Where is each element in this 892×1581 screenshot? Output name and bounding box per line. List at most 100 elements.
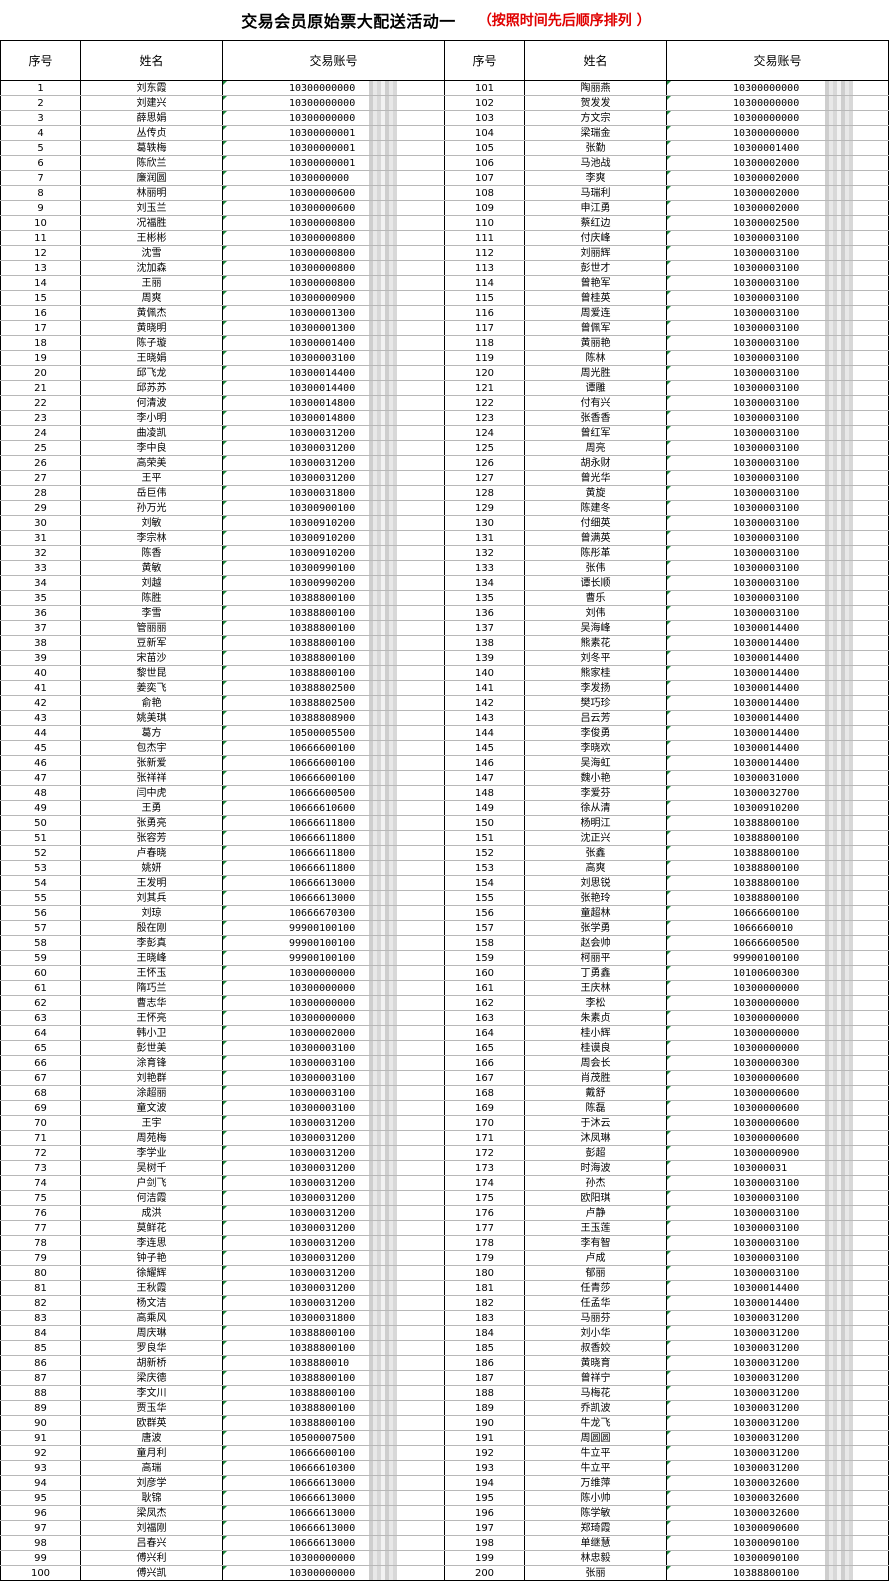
name-right-cell: 申江勇 [524, 200, 667, 216]
account-left-cell: 10300031800 [222, 1310, 445, 1326]
name-right-cell: 乔凯波 [524, 1400, 667, 1416]
account-left-cell: 10300031200 [222, 1130, 445, 1146]
account-left-cell: 10300003100 [222, 1055, 445, 1071]
account-right-cell: 10300014400 [666, 635, 889, 651]
title-bar: 交易会员原始票大配送活动一 （按照时间先后顺序排列 ） [0, 0, 892, 40]
seq-left-cell: 9 [0, 200, 81, 216]
name-left-cell: 管丽丽 [80, 620, 223, 636]
name-right-cell: 桂小辉 [524, 1025, 667, 1041]
name-left-cell: 周苑梅 [80, 1130, 223, 1146]
account-left-cell: 10300910200 [222, 515, 445, 531]
name-right-cell: 樊巧珍 [524, 695, 667, 711]
name-left-cell: 刘其兵 [80, 890, 223, 906]
seq-right-cell: 111 [444, 230, 525, 246]
name-right-cell: 梁瑞金 [524, 125, 667, 141]
name-left-cell: 包杰宇 [80, 740, 223, 756]
account-left-cell: 10388800100 [222, 1400, 445, 1416]
seq-right-cell: 154 [444, 875, 525, 891]
account-right-cell: 10300003100 [666, 560, 889, 576]
name-right-cell: 张丽 [524, 1565, 667, 1581]
seq-right-cell: 142 [444, 695, 525, 711]
name-right-cell: 桂谟良 [524, 1040, 667, 1056]
seq-right-cell: 125 [444, 440, 525, 456]
table-row: 66 涂育锋 10300003100 166 周会长 10300000300 [0, 1055, 889, 1071]
seq-left-cell: 57 [0, 920, 81, 936]
account-left-cell: 10300031800 [222, 485, 445, 501]
account-left-cell: 10388800100 [222, 1415, 445, 1431]
table-row: 83 高乘风 10300031800 183 马丽芬 10300031200 [0, 1310, 889, 1326]
name-right-cell: 曾艳军 [524, 275, 667, 291]
account-left-cell: 10300031200 [222, 1295, 445, 1311]
table-row: 30 刘敏 10300910200 130 付细英 10300003100 [0, 515, 889, 531]
seq-right-cell: 165 [444, 1040, 525, 1056]
account-left-cell: 10300000000 [222, 110, 445, 126]
table-row: 46 张新爱 10666600100 146 吴海虹 10300014400 [0, 755, 889, 771]
seq-left-cell: 1 [0, 80, 81, 96]
table-row: 5 葛轶梅 10300000001 105 张勤 10300001400 [0, 140, 889, 156]
account-right-cell: 10300003100 [666, 335, 889, 351]
name-right-cell: 郁丽 [524, 1265, 667, 1281]
table-row: 13 沈加森 10300000800 113 彭世才 10300003100 [0, 260, 889, 276]
account-right-cell: 10300014400 [666, 755, 889, 771]
name-left-cell: 韩小卫 [80, 1025, 223, 1041]
seq-right-cell: 149 [444, 800, 525, 816]
account-right-cell: 10300000000 [666, 1025, 889, 1041]
account-left-cell: 10500005500 [222, 725, 445, 741]
name-right-cell: 刘丽辉 [524, 245, 667, 261]
name-right-cell: 熊家桂 [524, 665, 667, 681]
name-right-cell: 谭长顺 [524, 575, 667, 591]
name-right-cell: 曹乐 [524, 590, 667, 606]
seq-left-cell: 89 [0, 1400, 81, 1416]
name-right-cell: 胡永财 [524, 455, 667, 471]
account-left-cell: 10300000001 [222, 140, 445, 156]
seq-right-cell: 156 [444, 905, 525, 921]
account-right-cell: 10300003100 [666, 230, 889, 246]
seq-left-cell: 18 [0, 335, 81, 351]
account-right-cell: 10300000600 [666, 1130, 889, 1146]
account-right-cell: 10300014400 [666, 680, 889, 696]
seq-left-cell: 34 [0, 575, 81, 591]
name-left-cell: 王丽 [80, 275, 223, 291]
name-left-cell: 高瑞 [80, 1460, 223, 1476]
table-row: 47 张祥祥 10666600100 147 魏小艳 10300031000 [0, 770, 889, 786]
account-left-cell: 10300990200 [222, 575, 445, 591]
name-left-cell: 傅兴凯 [80, 1565, 223, 1581]
name-left-cell: 林丽明 [80, 185, 223, 201]
header-seq-left: 序号 [0, 40, 81, 81]
account-left-cell: 10300000000 [222, 995, 445, 1011]
name-right-cell: 任青莎 [524, 1280, 667, 1296]
name-left-cell: 钟子艳 [80, 1250, 223, 1266]
table-row: 8 林丽明 10300000600 108 马瑞利 10300002000 [0, 185, 889, 201]
table-row: 74 户剑飞 10300031200 174 孙杰 10300003100 [0, 1175, 889, 1191]
name-left-cell: 邱苏苏 [80, 380, 223, 396]
seq-left-cell: 8 [0, 185, 81, 201]
name-left-cell: 王宇 [80, 1115, 223, 1131]
account-left-cell: 10388800100 [222, 605, 445, 621]
seq-right-cell: 105 [444, 140, 525, 156]
seq-left-cell: 90 [0, 1415, 81, 1431]
name-right-cell: 柯丽平 [524, 950, 667, 966]
seq-left-cell: 22 [0, 395, 81, 411]
table-row: 4 丛传贞 10300000001 104 梁瑞金 10300000000 [0, 125, 889, 141]
name-right-cell: 彭世才 [524, 260, 667, 276]
table-row: 60 王怀玉 10300000000 160 丁勇鑫 10100600300 [0, 965, 889, 981]
seq-right-cell: 179 [444, 1250, 525, 1266]
seq-left-cell: 97 [0, 1520, 81, 1536]
account-left-cell: 10300014800 [222, 395, 445, 411]
table-row: 75 何洁霞 10300031200 175 欧阳琪 10300003100 [0, 1190, 889, 1206]
table-row: 91 唐波 10500007500 191 周圆圆 10300031200 [0, 1430, 889, 1446]
table-row: 98 吕春兴 10666613000 198 单继慧 10300090100 [0, 1535, 889, 1551]
name-left-cell: 刘玉兰 [80, 200, 223, 216]
account-right-cell: 10100600300 [666, 965, 889, 981]
account-left-cell: 10666600100 [222, 740, 445, 756]
seq-left-cell: 52 [0, 845, 81, 861]
seq-left-cell: 73 [0, 1160, 81, 1176]
account-left-cell: 10500007500 [222, 1430, 445, 1446]
name-left-cell: 刘建兴 [80, 95, 223, 111]
name-right-cell: 丁勇鑫 [524, 965, 667, 981]
account-left-cell: 10666613000 [222, 875, 445, 891]
table-row: 64 韩小卫 10300002000 164 桂小辉 10300000000 [0, 1025, 889, 1041]
account-left-cell: 10300014800 [222, 410, 445, 426]
table-row: 65 彭世美 10300003100 165 桂谟良 10300000000 [0, 1040, 889, 1056]
